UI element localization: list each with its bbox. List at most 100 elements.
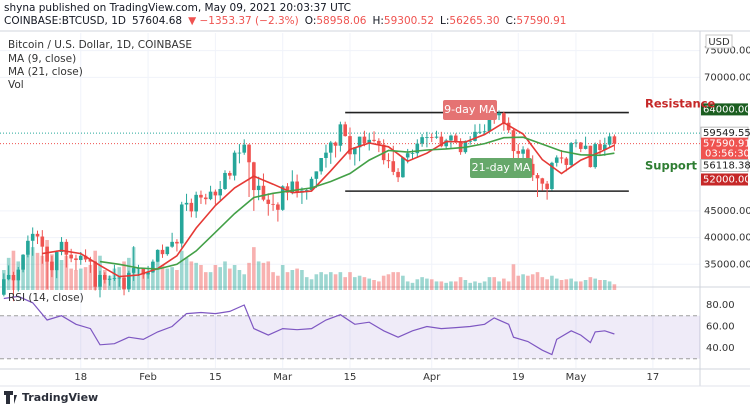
price-label-box xyxy=(701,103,748,116)
candle-body xyxy=(122,277,126,289)
candle-body xyxy=(506,122,511,131)
candle-body xyxy=(78,255,83,261)
candle-body xyxy=(569,143,573,165)
volume-bar xyxy=(285,272,290,290)
price-label: 59549.55 xyxy=(703,128,750,139)
candle-body xyxy=(103,274,107,280)
price-label-box xyxy=(701,173,748,186)
candle-body xyxy=(603,144,607,150)
candle-body xyxy=(314,171,319,179)
volume-bar xyxy=(569,278,573,290)
ohlc-value: 57590.91 xyxy=(516,15,566,27)
legend-ma21: MA (21, close) xyxy=(8,66,83,78)
volume-bar xyxy=(401,275,405,290)
candle-body xyxy=(535,175,540,179)
volume-bar xyxy=(237,270,242,290)
candle-body xyxy=(578,142,583,149)
candle-body xyxy=(473,131,477,141)
candle-body xyxy=(530,163,535,176)
volume-bar xyxy=(511,264,516,290)
volume-bar xyxy=(357,275,362,290)
volume-bar xyxy=(381,275,386,290)
candle-body xyxy=(237,152,242,154)
candle-body xyxy=(170,241,174,247)
volume-bar xyxy=(516,275,521,290)
volume-bar xyxy=(583,280,588,290)
candle-body xyxy=(415,143,420,154)
candle-body xyxy=(276,204,280,210)
candle-body xyxy=(74,258,78,261)
volume-bar xyxy=(386,274,391,290)
candle-body xyxy=(271,203,275,205)
candle-body xyxy=(59,241,64,253)
candle-body xyxy=(348,136,352,155)
volume-bar xyxy=(425,278,429,290)
volume-bar xyxy=(415,279,420,290)
volume-bar xyxy=(497,281,501,290)
candle-body xyxy=(367,139,372,144)
volume-bar xyxy=(64,255,69,290)
volume-bar xyxy=(588,277,593,290)
volume-bar xyxy=(367,278,372,290)
candle-body xyxy=(6,274,11,280)
candle-body xyxy=(146,272,150,275)
candle-body xyxy=(362,136,367,144)
volume-bar xyxy=(420,277,424,290)
volume-bar xyxy=(444,282,448,290)
candle-body xyxy=(319,158,323,172)
x-tick-label: 19 xyxy=(512,372,525,383)
candle-body xyxy=(189,202,194,212)
ohlc: O:58958.06 H:59300.52 L:56265.30 C:57590.91 xyxy=(305,15,567,27)
volume-bar xyxy=(540,277,545,290)
annotation: 21-day MA xyxy=(472,161,531,174)
volume-bar xyxy=(208,272,213,290)
candle-body xyxy=(401,157,405,178)
x-tick-label: 18 xyxy=(74,372,87,383)
candle-body xyxy=(160,249,165,255)
volume-bar xyxy=(11,250,16,290)
volume-bar xyxy=(506,281,511,290)
volume-bar xyxy=(228,268,232,290)
volume-bar xyxy=(463,280,468,290)
rsi-tick-label: 40.00 xyxy=(706,343,735,354)
chart-title: Bitcoin / U.S. Dollar, 1D, COINBASE xyxy=(8,39,192,51)
candle-body xyxy=(242,144,247,153)
candle-body xyxy=(83,255,88,260)
volume-bar xyxy=(232,265,237,290)
candle-body xyxy=(184,202,189,205)
candle-body xyxy=(497,113,501,116)
x-tick-label: Apr xyxy=(423,372,441,383)
volume-bar xyxy=(40,255,45,290)
candle-body xyxy=(203,197,208,200)
volume-bar xyxy=(78,268,83,290)
candle-body xyxy=(127,272,131,289)
candle-body xyxy=(540,178,545,184)
volume-bar xyxy=(155,261,160,290)
volume-bar xyxy=(473,281,477,290)
candle-body xyxy=(30,233,35,241)
volume-bar xyxy=(242,274,247,290)
volume-bar xyxy=(276,275,280,290)
volume-bar xyxy=(338,272,343,290)
candle-body xyxy=(223,172,227,189)
header-line: COINBASE:BTCUSD, 1D 57604.68 ▼ −1353.37 (−… xyxy=(4,15,567,27)
volume-bar xyxy=(83,267,88,290)
volume-bar xyxy=(252,247,256,290)
volume-bar xyxy=(526,275,530,290)
candle-body xyxy=(285,186,290,193)
candle-body xyxy=(439,136,444,147)
footer: TradingView xyxy=(22,391,98,404)
volume-bar xyxy=(213,265,218,290)
volume-bar xyxy=(391,272,396,290)
volume-bar xyxy=(290,270,295,290)
volume-bar xyxy=(26,250,30,290)
candle-body xyxy=(98,274,102,287)
candle-body xyxy=(386,160,391,162)
candle-body xyxy=(88,259,93,262)
volume-bar xyxy=(372,280,376,290)
volume-bar xyxy=(559,280,564,290)
rsi-tick-label: 60.00 xyxy=(706,321,735,332)
volume-bar xyxy=(256,261,261,290)
publisher: shyna published on TradingView.com, May … xyxy=(4,2,351,14)
volume-bar xyxy=(69,268,73,290)
